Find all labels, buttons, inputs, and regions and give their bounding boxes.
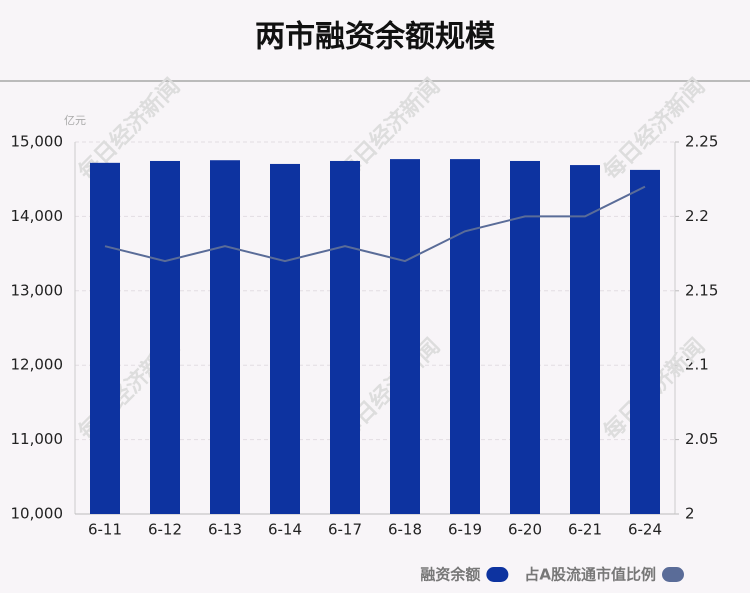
line bbox=[104, 185, 646, 263]
bar bbox=[270, 163, 300, 514]
x-tick-label: 6-21 bbox=[568, 521, 602, 539]
y-tick-label: 11,000 bbox=[11, 430, 64, 448]
y2-tick-label: 2.05 bbox=[685, 430, 718, 448]
legend-label: 占A股流通市值比例 bbox=[524, 566, 656, 584]
bar bbox=[150, 160, 180, 515]
bar bbox=[450, 159, 480, 514]
y-tick-label: 12,000 bbox=[11, 356, 64, 374]
x-tick-label: 6-24 bbox=[628, 521, 662, 539]
y-tick-label: 14,000 bbox=[11, 207, 64, 225]
x-tick-label: 6-11 bbox=[88, 521, 122, 539]
bar bbox=[210, 160, 240, 514]
x-tick-label: 6-12 bbox=[148, 521, 182, 539]
y-tick-label: 10,000 bbox=[11, 505, 64, 523]
x-tick-label: 6-17 bbox=[328, 521, 362, 539]
y2-tick-label: 2 bbox=[685, 505, 695, 523]
bar bbox=[570, 165, 600, 514]
x-tick-label: 6-19 bbox=[448, 521, 482, 539]
y-tick-label: 13,000 bbox=[11, 281, 64, 299]
y2-tick-label: 2.15 bbox=[685, 281, 718, 299]
legend-label: 融资余额 bbox=[420, 566, 480, 584]
x-tick-label: 6-18 bbox=[388, 521, 422, 539]
legend-swatch bbox=[486, 567, 509, 582]
y2-tick-label: 2.1 bbox=[685, 356, 709, 374]
x-tick-label: 6-20 bbox=[508, 521, 542, 539]
y-tick-label: 15,000 bbox=[11, 133, 64, 151]
bar bbox=[630, 169, 660, 514]
legend-swatch bbox=[662, 567, 684, 582]
bar bbox=[330, 160, 360, 515]
bar bbox=[390, 159, 420, 514]
chart-title: 两市融资余额规模 bbox=[255, 20, 495, 55]
bar bbox=[90, 162, 120, 514]
y2-tick-label: 2.2 bbox=[685, 207, 709, 225]
bar bbox=[510, 160, 540, 515]
y2-tick-label: 2.25 bbox=[685, 133, 718, 151]
x-tick-label: 6-13 bbox=[208, 521, 242, 539]
unit-label: 亿元 bbox=[64, 114, 86, 127]
x-tick-label: 6-14 bbox=[268, 521, 302, 539]
